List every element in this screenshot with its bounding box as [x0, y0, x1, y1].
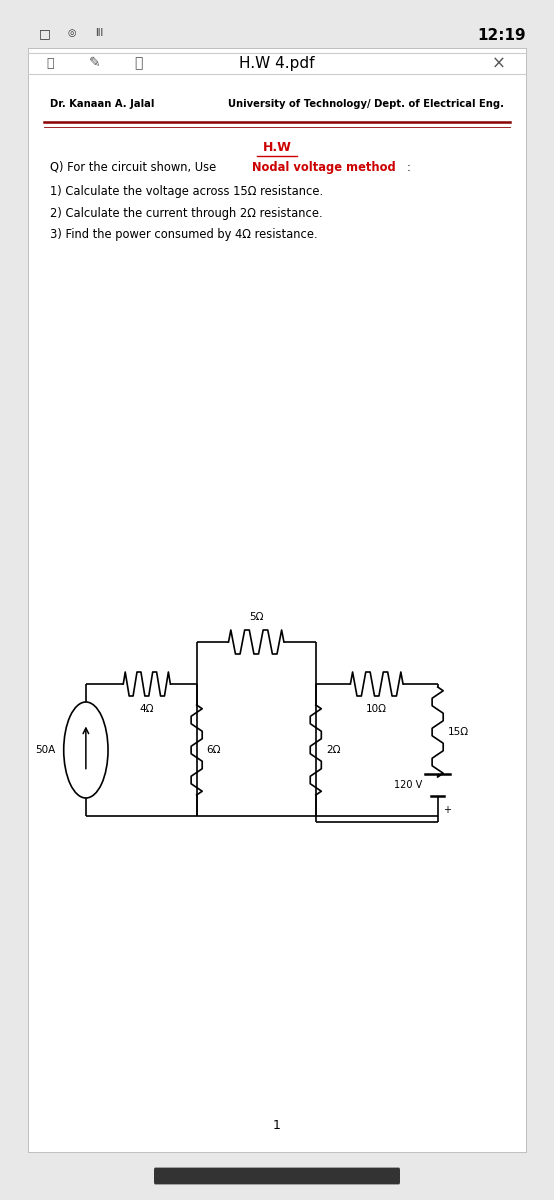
Text: ×: ×: [491, 55, 506, 72]
Text: 3) Find the power consumed by 4Ω resistance.: 3) Find the power consumed by 4Ω resista…: [50, 228, 317, 241]
FancyBboxPatch shape: [154, 1168, 400, 1184]
Text: ⬜: ⬜: [46, 58, 54, 70]
Text: H.W 4.pdf: H.W 4.pdf: [239, 56, 315, 71]
Text: 6Ω: 6Ω: [207, 745, 221, 755]
Text: □: □: [38, 28, 50, 41]
Text: 2) Calculate the current through 2Ω resistance.: 2) Calculate the current through 2Ω resi…: [50, 206, 322, 220]
Text: H.W: H.W: [263, 140, 291, 154]
Text: University of Technology/ Dept. of Electrical Eng.: University of Technology/ Dept. of Elect…: [228, 100, 504, 109]
Text: +: +: [443, 805, 451, 815]
Text: 4Ω: 4Ω: [140, 704, 154, 714]
Text: 120 V: 120 V: [394, 780, 422, 790]
Text: :: :: [407, 161, 411, 174]
Text: Dr. Kanaan A. Jalal: Dr. Kanaan A. Jalal: [50, 100, 154, 109]
Text: ◎: ◎: [68, 28, 76, 37]
Text: 50A: 50A: [35, 745, 55, 755]
Text: Nodal voltage method: Nodal voltage method: [252, 161, 395, 174]
Text: lll: lll: [96, 28, 104, 37]
Text: 10Ω: 10Ω: [366, 704, 387, 714]
Text: ⌕: ⌕: [134, 56, 143, 71]
Text: 2Ω: 2Ω: [326, 745, 340, 755]
FancyBboxPatch shape: [28, 48, 526, 1152]
Text: Q) For the circuit shown, Use: Q) For the circuit shown, Use: [50, 161, 220, 174]
Text: 1) Calculate the voltage across 15Ω resistance.: 1) Calculate the voltage across 15Ω resi…: [50, 185, 323, 198]
Text: 15Ω: 15Ω: [448, 727, 469, 737]
Text: 12:19: 12:19: [478, 28, 526, 43]
Text: 1: 1: [273, 1120, 281, 1132]
Text: ✎: ✎: [89, 56, 100, 71]
Text: 5Ω: 5Ω: [249, 612, 264, 622]
